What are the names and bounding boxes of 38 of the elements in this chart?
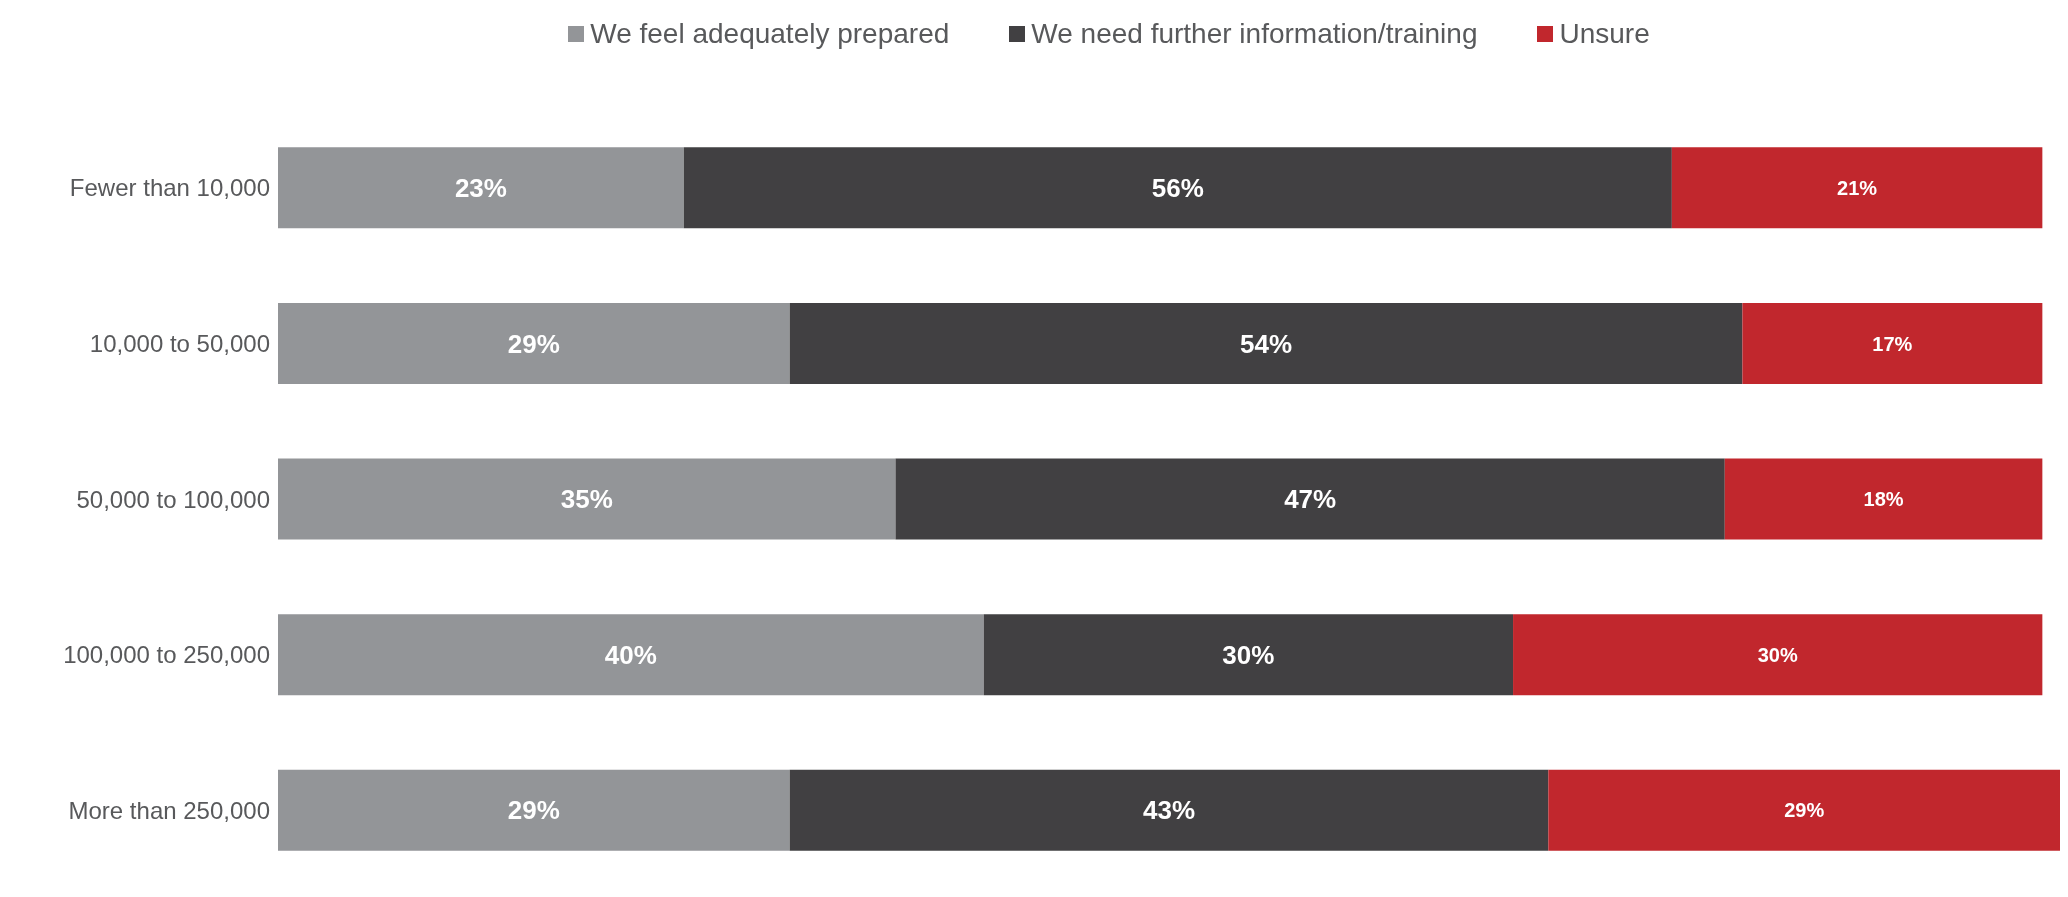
bar bbox=[278, 769, 790, 851]
bar bbox=[789, 769, 1549, 851]
data-label: 21% bbox=[1837, 176, 1878, 199]
y-tick-label: 100,000 to 250,000 bbox=[63, 641, 270, 669]
y-tick-label: 50,000 to 100,000 bbox=[76, 485, 270, 513]
data-label: 30% bbox=[1757, 643, 1798, 666]
data-label: 43% bbox=[1142, 795, 1196, 826]
legend-label: Unsure bbox=[1558, 18, 1650, 50]
bar bbox=[983, 614, 1514, 696]
data-label: 54% bbox=[1240, 328, 1293, 359]
data-label: 35% bbox=[560, 484, 613, 515]
bar bbox=[278, 458, 896, 540]
bar bbox=[789, 302, 1743, 384]
data-label: 30% bbox=[1222, 639, 1275, 670]
data-label: 56% bbox=[1151, 173, 1204, 204]
legend-label: We need further information/training bbox=[1030, 18, 1478, 50]
y-tick-label: More than 250,000 bbox=[68, 796, 270, 824]
data-label: 17% bbox=[1872, 332, 1913, 355]
bar bbox=[1513, 614, 2043, 696]
data-label: 29% bbox=[1784, 799, 1825, 822]
bar bbox=[683, 147, 1672, 229]
y-tick-label: Fewer than 10,000 bbox=[69, 174, 270, 202]
data-label: 23% bbox=[454, 173, 507, 204]
data-label: 47% bbox=[1284, 484, 1337, 515]
bar bbox=[1724, 458, 2043, 540]
legend-label: We feel adequately prepared bbox=[589, 18, 950, 50]
bar bbox=[278, 614, 984, 696]
data-label: 29% bbox=[507, 795, 560, 826]
bar bbox=[1548, 769, 2060, 851]
bar bbox=[278, 147, 684, 229]
y-tick-label: 10,000 to 50,000 bbox=[89, 329, 270, 357]
bar bbox=[1671, 147, 2043, 229]
data-label: 29% bbox=[507, 328, 560, 359]
bar bbox=[895, 458, 1725, 540]
bar bbox=[278, 302, 790, 384]
data-label: 18% bbox=[1863, 488, 1904, 511]
bar bbox=[1742, 302, 2043, 384]
data-label: 40% bbox=[604, 639, 657, 670]
